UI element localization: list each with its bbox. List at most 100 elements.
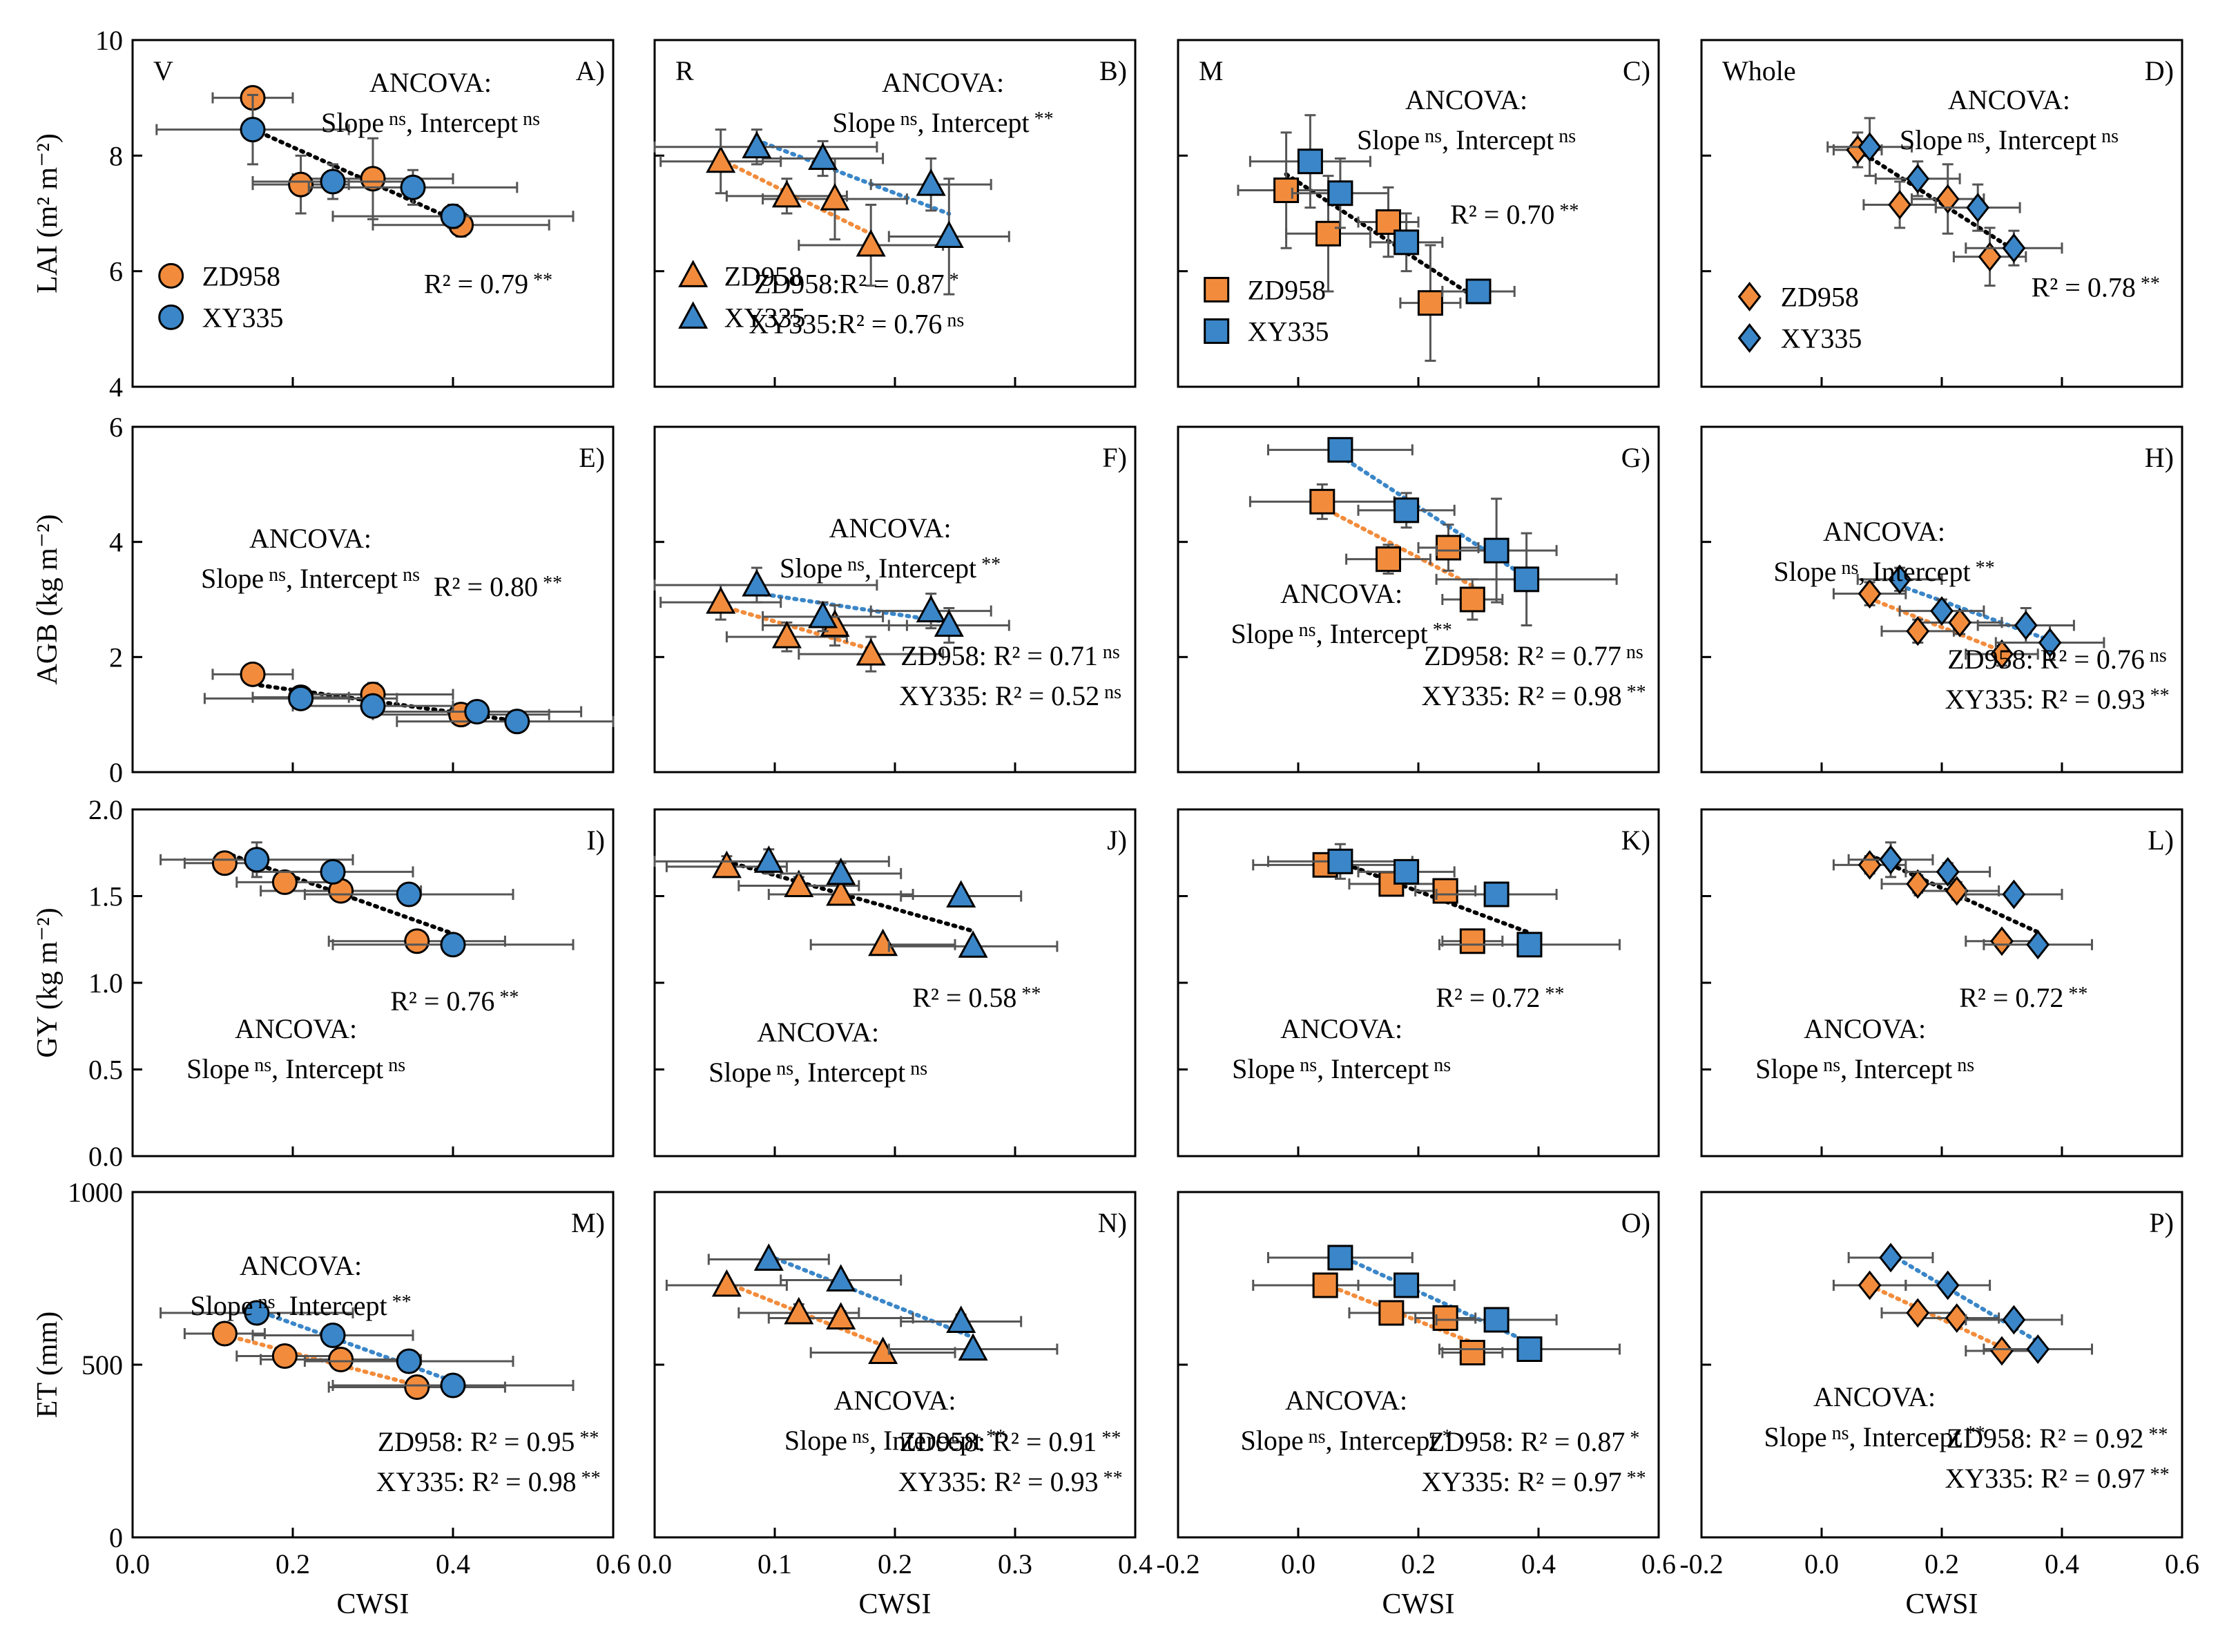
text-segment: XY335: [1421, 680, 1510, 711]
significance-mark: ** [575, 1428, 599, 1449]
data-point [1459, 928, 1485, 954]
ancova-title: ANCOVA: [240, 1250, 362, 1281]
significance-mark: * [1438, 1426, 1452, 1448]
text-segment: R² [1959, 982, 1986, 1013]
text-segment: ZD958: [1947, 1423, 2032, 1454]
ancova-title: ANCOVA: [1280, 1013, 1402, 1044]
data-point [808, 142, 838, 171]
series-xy335 [1826, 117, 2063, 267]
text-segment: Slope [1241, 1425, 1304, 1456]
series-zd958 [1832, 579, 2039, 669]
data-point [2014, 611, 2038, 640]
text-segment: R² [434, 571, 461, 602]
data-point [1378, 1300, 1405, 1326]
r2-annotation: R² = 0.76 ** [390, 986, 519, 1017]
fit-line-xy335 [254, 1308, 455, 1383]
data-point [1483, 881, 1510, 907]
text-segment: ZD958:R² [754, 268, 867, 299]
significance-mark: ns [942, 309, 964, 331]
data-point [1945, 1303, 1969, 1333]
series-xy335 [1267, 843, 1621, 958]
text-segment: R² [1510, 1466, 1544, 1497]
r2-annotation: XY335: R² = 0.98 ** [1421, 680, 1646, 711]
text-segment: 0.98 [1567, 680, 1622, 711]
y-tick-label: 6 [109, 412, 123, 443]
x-tick-label: 0.4 [1521, 1548, 1556, 1579]
text-segment: 0.93 [2090, 684, 2145, 715]
text-segment: 0.70 [1499, 199, 1554, 230]
text-segment: Intercept [1847, 1053, 1952, 1084]
series-zd958 [1252, 852, 1504, 954]
x-tick-label: 0.4 [436, 1548, 470, 1579]
data-point [934, 220, 964, 248]
data-point [1948, 607, 1972, 637]
data-point [1936, 184, 1960, 214]
data-point [916, 595, 946, 623]
data-point [706, 145, 736, 173]
x-tick-label: 0.4 [1118, 1548, 1153, 1579]
significance-mark: ns [253, 1291, 276, 1313]
text-segment: ZD958: [900, 1426, 985, 1457]
text-segment: Intercept [1992, 124, 2096, 155]
legend-marker [1204, 318, 1230, 344]
r2-annotation: R² = 0.80 ** [434, 571, 562, 602]
text-segment: , [1840, 1053, 1847, 1084]
period-label: V [153, 55, 173, 86]
panel-P: -0.2 0.0 0.2 0.4 0.6 CWSI P) ANCOVA: Slope ns, I… [1679, 1191, 2199, 1620]
text-segment: Slope [321, 107, 384, 138]
panel-label: C) [1623, 55, 1650, 86]
data-point [742, 569, 772, 597]
data-point [1978, 242, 2002, 272]
text-segment: 0.80 [483, 571, 538, 602]
r2-annotation: R² = 0.72 ** [1959, 982, 2087, 1013]
significance-mark: ** [981, 1426, 1005, 1448]
text-segment: Slope [833, 107, 896, 138]
r2-annotation: ZD958: R² = 0.87 * [1428, 1426, 1640, 1457]
fit-line-pooled [251, 126, 463, 225]
data-point [1858, 132, 1882, 162]
text-segment: , [286, 563, 293, 594]
significance-mark: ns [1420, 126, 1442, 147]
plot-frame [1700, 808, 2183, 1158]
y-tick-label: 1.0 [88, 968, 123, 999]
data-point [1990, 1336, 2014, 1366]
panel-C: C) M ANCOVA: Slope ns, Intercept ns R² = 0.7… [1177, 39, 1660, 388]
significance-mark: ** [1097, 1428, 1121, 1449]
legend-marker [158, 262, 184, 289]
text-segment: 0.58 [961, 982, 1016, 1013]
series-zd958 [183, 1320, 506, 1400]
text-segment: Intercept [1856, 1421, 1961, 1452]
ancova-title: ANCOVA: [829, 512, 952, 544]
series-xy335 [1267, 1245, 1621, 1362]
series-zd958 [1832, 1270, 2039, 1366]
series-zd958 [665, 850, 956, 957]
text-segment: Intercept [293, 563, 398, 594]
text-segment: R² [987, 640, 1021, 671]
text-segment: R² [988, 680, 1022, 711]
ancova-title: ANCOVA: [1405, 84, 1527, 115]
data-point [711, 850, 742, 878]
text-segment: = [1019, 1426, 1042, 1457]
data-point [440, 932, 466, 958]
text-segment: , [1317, 1053, 1324, 1084]
r2-annotation: ZD958: R² = 0.77 ns [1424, 640, 1643, 671]
y-tick-label: 10 [95, 25, 123, 56]
text-segment: 0.97 [1567, 1466, 1622, 1497]
data-point [328, 1347, 354, 1372]
ancova-result: Slope ns, Intercept ns [1232, 1053, 1451, 1084]
panel-label: M) [571, 1207, 605, 1238]
data-point [1888, 564, 1912, 595]
significance-mark: ns [383, 1055, 405, 1076]
data-point [2026, 1334, 2050, 1364]
data-point [1483, 537, 1510, 564]
significance-mark: ns [398, 564, 420, 586]
ancova-title: ANCOVA: [1804, 1013, 1926, 1044]
text-segment: XY335: [1945, 684, 2034, 715]
y-tick-label: 8 [109, 140, 123, 171]
panel-label: J) [1107, 825, 1127, 856]
y-tick-label: 4 [109, 527, 123, 558]
fit-line-xy335 [754, 590, 952, 625]
text-segment: , [918, 107, 925, 138]
legend-label: ZD958 [724, 260, 802, 291]
